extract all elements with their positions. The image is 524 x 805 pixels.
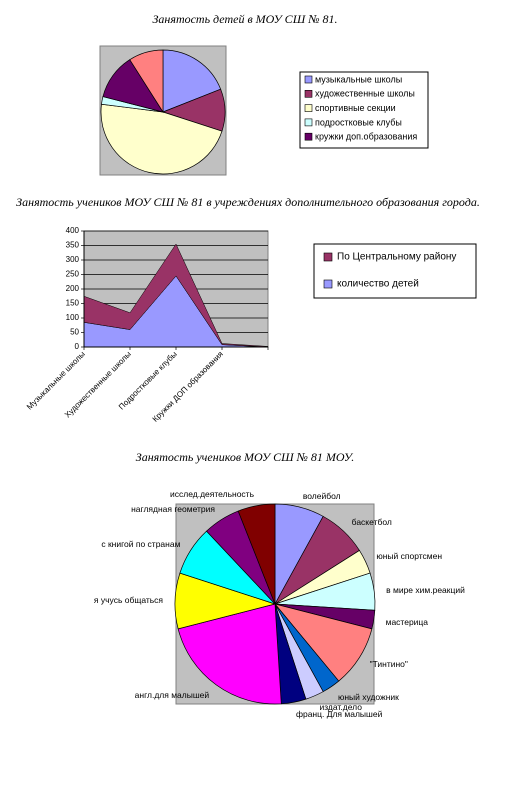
legend-label: количество детей: [337, 279, 419, 290]
slice-label: в мире хим.реакций: [386, 584, 465, 595]
slice-label: с книгой по странам: [101, 538, 181, 549]
legend-label: художественные школы: [315, 89, 415, 99]
legend-label: спортивные секции: [315, 103, 396, 113]
legend-label: подростковые клубы: [315, 117, 402, 127]
slice-label: издат.дело: [319, 701, 362, 712]
pie-slice: [177, 603, 282, 705]
slice-label: "Тинтино": [369, 659, 408, 669]
y-tick-label: 100: [66, 313, 80, 322]
slice-label: франц. Для малышей: [295, 709, 383, 720]
slice-label: исслед.деятельность: [170, 488, 254, 499]
legend-box: [313, 243, 477, 299]
legend-swatch: [304, 104, 313, 112]
y-tick-label: 400: [66, 226, 80, 235]
slice-label: англ.для малышей: [134, 689, 210, 700]
legend-swatch: [323, 252, 333, 262]
chart-title: Занятость учеников МОУ СШ № 81 МОУ.: [136, 450, 354, 464]
y-tick-label: 300: [66, 255, 80, 264]
legend-swatch: [304, 75, 313, 84]
slice-label: юный спортсмен: [376, 551, 443, 562]
legend-swatch: [304, 90, 313, 98]
slice-label: баскетбол: [351, 517, 392, 528]
pie-slice: [100, 103, 223, 175]
legend-label: По Центральному району: [337, 252, 456, 263]
chart-title: Занятость детей в МОУ СШ № 81.: [152, 12, 337, 26]
slice-label: мастерица: [385, 616, 429, 627]
y-tick-label: 0: [75, 342, 80, 351]
slice-label: наглядная геометрия: [131, 504, 215, 515]
slice-label: юный художник: [337, 691, 399, 702]
y-tick-label: 150: [66, 299, 80, 308]
legend-box: [299, 71, 429, 149]
pie-slice: [129, 49, 164, 114]
legend-swatch: [304, 132, 313, 141]
y-tick-label: 200: [66, 284, 80, 293]
slice-label: я учусь общаться: [93, 595, 164, 606]
y-tick-label: 350: [66, 241, 80, 250]
y-tick-label: 50: [70, 328, 79, 337]
pie-slice: [237, 503, 276, 605]
slice-label: волейбол: [302, 490, 341, 501]
legend-swatch: [304, 118, 313, 127]
legend-label: музыкальные школы: [315, 74, 402, 84]
legend-swatch: [323, 279, 333, 289]
pie-slice: [162, 49, 222, 113]
chart-title: Занятость учеников МОУ СШ № 81 в учрежде…: [16, 195, 480, 209]
legend-label: кружки доп.образования: [315, 132, 417, 142]
y-tick-label: 250: [66, 270, 80, 279]
